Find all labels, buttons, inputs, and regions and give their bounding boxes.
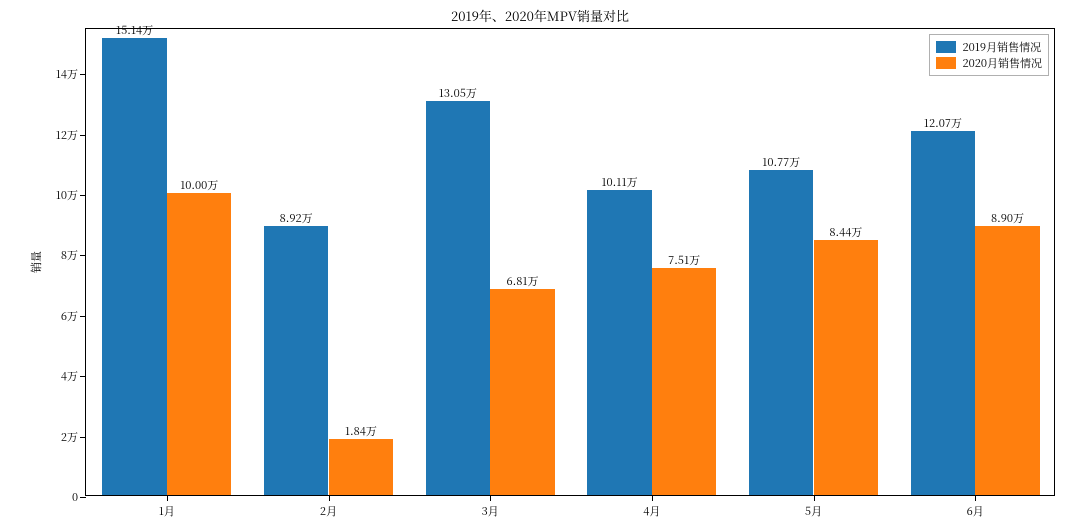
bar xyxy=(264,226,329,495)
legend: 2019月销售情况2020月销售情况 xyxy=(929,34,1049,76)
chart-title: 2019年、2020年MPV销量对比 xyxy=(0,6,1080,25)
xtick-label: 2月 xyxy=(320,503,337,519)
ytick xyxy=(80,195,86,196)
bar-value-label: 7.51万 xyxy=(668,252,700,268)
ytick xyxy=(80,497,86,498)
legend-label: 2020月销售情况 xyxy=(962,55,1042,71)
bar xyxy=(490,289,555,495)
bar-value-label: 10.00万 xyxy=(180,177,218,193)
ytick xyxy=(80,437,86,438)
ytick xyxy=(80,376,86,377)
ytick xyxy=(80,135,86,136)
bar xyxy=(652,268,717,495)
ytick-label: 0 xyxy=(72,489,78,505)
ytick-label: 4万 xyxy=(61,368,78,384)
xtick-label: 1月 xyxy=(159,503,175,519)
legend-item: 2019月销售情况 xyxy=(936,39,1042,55)
ytick xyxy=(80,316,86,317)
bar-value-label: 1.84万 xyxy=(345,423,377,439)
ytick-label: 6万 xyxy=(61,308,78,324)
bar xyxy=(975,226,1040,495)
legend-swatch xyxy=(936,57,956,69)
bar xyxy=(102,38,167,495)
bar-value-label: 15.14万 xyxy=(116,22,153,38)
xtick xyxy=(167,495,168,501)
bar-value-label: 10.11万 xyxy=(601,174,637,190)
xtick xyxy=(490,495,491,501)
ytick-label: 12万 xyxy=(56,127,78,143)
bar-value-label: 12.07万 xyxy=(924,115,962,131)
ytick-label: 8万 xyxy=(61,247,78,263)
legend-label: 2019月销售情况 xyxy=(962,39,1041,55)
bar xyxy=(329,439,394,495)
xtick xyxy=(814,495,815,501)
legend-item: 2020月销售情况 xyxy=(936,55,1042,71)
plot-area: 02万4万6万8万10万12万14万1月15.14万10.00万2月8.92万1… xyxy=(85,28,1055,496)
xtick-label: 5月 xyxy=(805,503,822,519)
bar-value-label: 6.81万 xyxy=(506,273,538,289)
xtick-label: 6月 xyxy=(967,503,984,519)
ytick xyxy=(80,74,86,75)
bar xyxy=(749,170,814,495)
legend-swatch xyxy=(936,41,956,53)
xtick-label: 4月 xyxy=(643,503,660,519)
ytick xyxy=(80,255,86,256)
xtick xyxy=(329,495,330,501)
xtick xyxy=(975,495,976,501)
xtick-label: 3月 xyxy=(482,503,499,519)
bar xyxy=(167,193,232,495)
bar xyxy=(911,131,976,495)
bar xyxy=(426,101,491,495)
bar-value-label: 10.77万 xyxy=(762,154,800,170)
bar xyxy=(587,190,652,495)
ytick-label: 14万 xyxy=(56,66,78,82)
bar-value-label: 8.90万 xyxy=(991,210,1024,226)
bar xyxy=(814,240,879,495)
ytick-label: 2万 xyxy=(61,429,78,445)
bar-value-label: 8.92万 xyxy=(280,210,313,226)
bar-value-label: 8.44万 xyxy=(829,224,862,240)
ytick-label: 10万 xyxy=(56,187,78,203)
chart-container: 2019年、2020年MPV销量对比 销量 02万4万6万8万10万12万14万… xyxy=(0,0,1080,526)
xtick xyxy=(652,495,653,501)
y-axis-label: 销量 xyxy=(28,251,44,273)
bar-value-label: 13.05万 xyxy=(439,85,477,101)
